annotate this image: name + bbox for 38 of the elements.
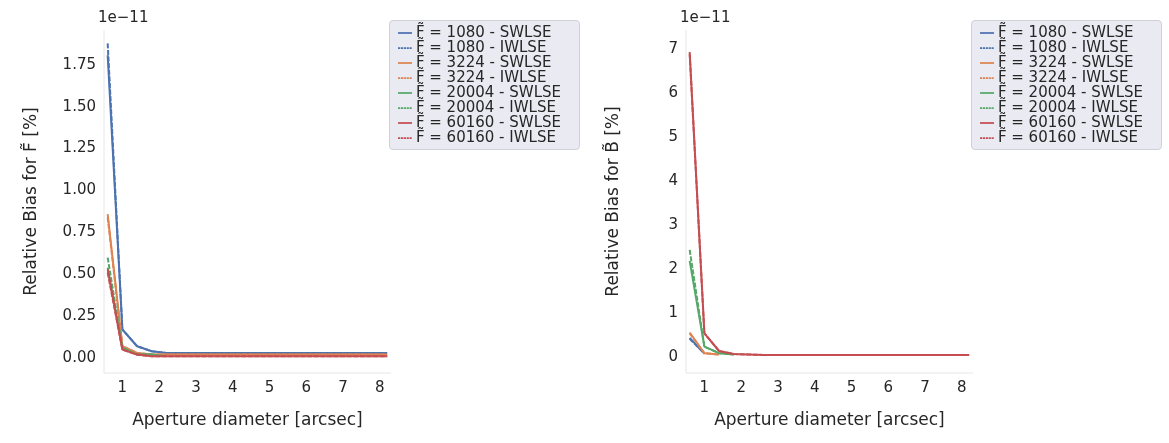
y-tick-label: 4 [668,170,678,189]
y-tick-label: 0.25 [62,305,96,324]
y-tick-label: 6 [668,82,678,101]
x-tick-label: 7 [338,377,348,396]
y-tick-label: 1.25 [62,138,96,157]
y-tick-label: 1.75 [62,54,96,73]
x-tick-label: 4 [809,377,820,396]
x-tick-label: 3 [773,377,783,396]
x-tick-label: 2 [736,377,746,396]
x-tick-label: 3 [191,377,201,396]
x-tick-label: 4 [227,377,238,396]
x-axis-title: Aperture diameter [arcsec] [132,409,363,429]
x-axis-title: Aperture diameter [arcsec] [714,409,945,429]
x-tick-label: 7 [920,377,930,396]
x-tick-label: 5 [264,377,275,396]
x-tick-label: 6 [883,377,894,396]
x-tick-label: 2 [154,377,164,396]
x-tick-label: 1 [117,377,128,396]
x-tick-label: 6 [301,377,312,396]
y-tick-label: 1.50 [62,96,96,115]
x-tick-label: 1 [699,377,710,396]
y-tick-label: 0.00 [62,347,96,366]
y-axis-title: Relative Bias for F̃ [%] [19,107,41,296]
y-axis-title: Relative Bias for B̃ [%] [601,106,623,297]
y-tick-label: 0.50 [62,263,96,282]
x-tick-label: 5 [846,377,857,396]
text: 1e−11 [680,8,731,26]
x-tick-label: 8 [375,377,385,396]
y-tick-label: 1 [668,302,678,321]
x-tick-label: 8 [957,377,967,396]
y-tick-label: 2 [668,258,678,277]
y-tick-label: 0 [668,346,678,365]
y-tick-label: 0.75 [62,222,96,241]
y-tick-label: 1.00 [62,180,96,199]
y-tick-label: 3 [668,214,678,233]
y-tick-label: 7 [668,38,678,57]
text: 1e−11 [98,8,149,26]
y-tick-label: 5 [668,126,678,145]
